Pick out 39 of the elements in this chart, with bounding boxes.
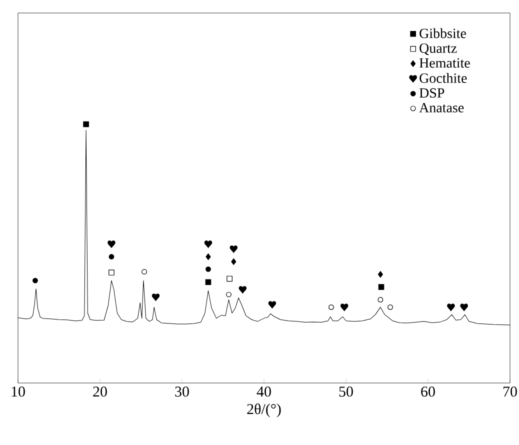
- legend-label: Gocthite: [420, 73, 467, 83]
- point: [226, 292, 232, 298]
- point: [378, 284, 384, 290]
- legend-label: DSP: [419, 88, 444, 98]
- x-tick-label: 10: [12, 386, 25, 397]
- point: [328, 304, 334, 310]
- point: [204, 240, 212, 248]
- legend-label: Quartz: [420, 44, 457, 56]
- point: [83, 121, 89, 128]
- x-axis-title: 2θ/(°): [247, 404, 281, 418]
- point: [206, 266, 211, 272]
- legend-label: Anatase: [419, 103, 464, 112]
- point: [230, 245, 238, 253]
- point: [142, 269, 147, 274]
- x-tick-label: 70: [503, 386, 517, 397]
- point: [32, 278, 38, 284]
- x-tick-label: 20: [93, 386, 107, 397]
- x-tick-label: 30: [175, 386, 189, 397]
- point: [108, 254, 114, 260]
- point: [226, 276, 232, 282]
- point: [388, 304, 393, 310]
- point: [238, 286, 247, 294]
- legend-label: Gibbsite: [420, 28, 466, 38]
- point: [206, 253, 211, 260]
- point: [447, 304, 455, 312]
- point: [460, 304, 468, 312]
- point: [108, 240, 116, 248]
- point: [108, 270, 114, 276]
- point: [205, 279, 212, 285]
- point: [231, 258, 236, 265]
- point: [378, 296, 384, 302]
- point: [340, 304, 348, 312]
- point: [152, 294, 160, 301]
- point: [268, 301, 276, 309]
- point: [378, 271, 383, 278]
- x-tick-label: 40: [256, 386, 271, 397]
- x-tick-label: 50: [339, 386, 353, 397]
- legend-label: Hematite: [419, 58, 470, 68]
- x-tick-label: 60: [421, 386, 435, 397]
